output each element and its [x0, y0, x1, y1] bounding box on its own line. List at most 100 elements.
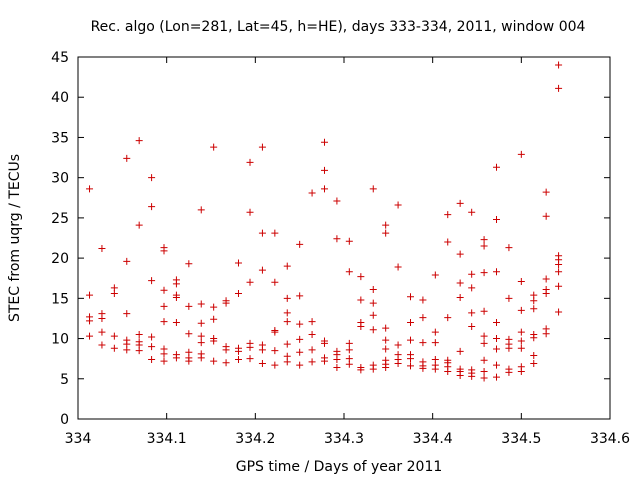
chart-title: Rec. algo (Lon=281, Lat=45, h=HE), days … [91, 19, 586, 35]
data-point [135, 331, 143, 339]
plot-frame [77, 56, 611, 420]
y-tick-label: 15 [51, 291, 69, 307]
data-point [135, 137, 143, 145]
data-point [493, 361, 501, 369]
data-point [555, 282, 563, 290]
data-point [468, 284, 476, 292]
data-point [86, 317, 94, 325]
y-tick-label: 35 [51, 130, 69, 146]
data-point [86, 332, 94, 340]
data-point [296, 292, 304, 300]
data-point [431, 328, 439, 336]
data-point [258, 359, 266, 367]
data-point [382, 364, 390, 372]
data-point [296, 348, 304, 356]
data-point [333, 197, 341, 205]
data-point [357, 322, 365, 330]
data-point [308, 189, 316, 197]
data-point [283, 358, 291, 366]
data-point [110, 332, 118, 340]
data-point [493, 345, 501, 353]
data-point [234, 259, 242, 267]
data-point [468, 270, 476, 278]
data-point [517, 368, 525, 376]
data-point [333, 235, 341, 243]
data-point [468, 322, 476, 330]
y-axis-ticks: 0 5 10 15 20 25 30 35 40 45 [51, 50, 610, 428]
data-point [86, 291, 94, 299]
data-point [320, 138, 328, 146]
data-point [493, 373, 501, 381]
data-point [444, 238, 452, 246]
data-point [197, 339, 205, 347]
data-point [444, 211, 452, 219]
data-point [407, 336, 414, 344]
data-point [123, 346, 131, 354]
data-point [530, 297, 538, 305]
data-point [98, 314, 106, 322]
data-point [555, 308, 563, 316]
x-tick-label: 334.1 [147, 431, 187, 447]
data-point [357, 366, 365, 374]
data-point [493, 268, 501, 276]
data-point [431, 339, 439, 347]
data-point [123, 257, 131, 265]
data-point [369, 285, 377, 293]
x-tick-label: 334.4 [413, 431, 453, 447]
data-point [308, 331, 316, 339]
data-point [493, 163, 501, 171]
data-point [530, 359, 538, 367]
data-point [271, 229, 279, 237]
data-point [123, 154, 131, 162]
data-point [530, 305, 538, 313]
y-tick-label: 5 [60, 372, 69, 388]
data-point [135, 221, 143, 229]
y-tick-label: 30 [51, 171, 69, 187]
y-axis-title: STEC from uqrg / TECUs [7, 154, 23, 322]
data-point [148, 343, 156, 351]
y-tick-label: 20 [51, 251, 69, 267]
data-point [210, 357, 218, 365]
data-point [480, 307, 488, 315]
data-point [308, 318, 316, 326]
data-point [197, 354, 205, 362]
data-point [407, 362, 414, 370]
data-point [296, 361, 304, 369]
data-point [357, 273, 365, 281]
data-point [123, 310, 131, 318]
data-point [468, 309, 476, 317]
x-axis-title: GPS time / Days of year 2011 [236, 459, 443, 475]
data-point [185, 357, 193, 365]
data-point [258, 143, 266, 151]
data-point [382, 345, 390, 353]
data-point [505, 244, 513, 252]
data-point [320, 339, 328, 347]
data-point [431, 365, 439, 373]
x-tick-label: 334.2 [235, 431, 275, 447]
data-point [271, 347, 279, 355]
data-point [480, 332, 488, 340]
data-point [160, 350, 168, 358]
data-point [542, 188, 550, 196]
data-point [222, 346, 230, 354]
x-tick-label: 334.6 [590, 431, 630, 447]
data-point [172, 294, 180, 302]
data-point [148, 174, 156, 182]
data-point [148, 277, 156, 285]
data-point [419, 364, 427, 372]
data-point [505, 368, 513, 376]
data-point [160, 318, 168, 326]
data-point [369, 185, 377, 193]
data-point [246, 278, 254, 286]
data-point [382, 221, 390, 229]
data-point [185, 330, 193, 338]
data-point [444, 314, 452, 322]
data-point [555, 84, 563, 92]
data-point [419, 314, 427, 322]
data-point [357, 296, 365, 304]
data-point [456, 347, 464, 355]
data-point [148, 355, 156, 363]
data-point [369, 311, 377, 319]
data-point [135, 347, 143, 355]
